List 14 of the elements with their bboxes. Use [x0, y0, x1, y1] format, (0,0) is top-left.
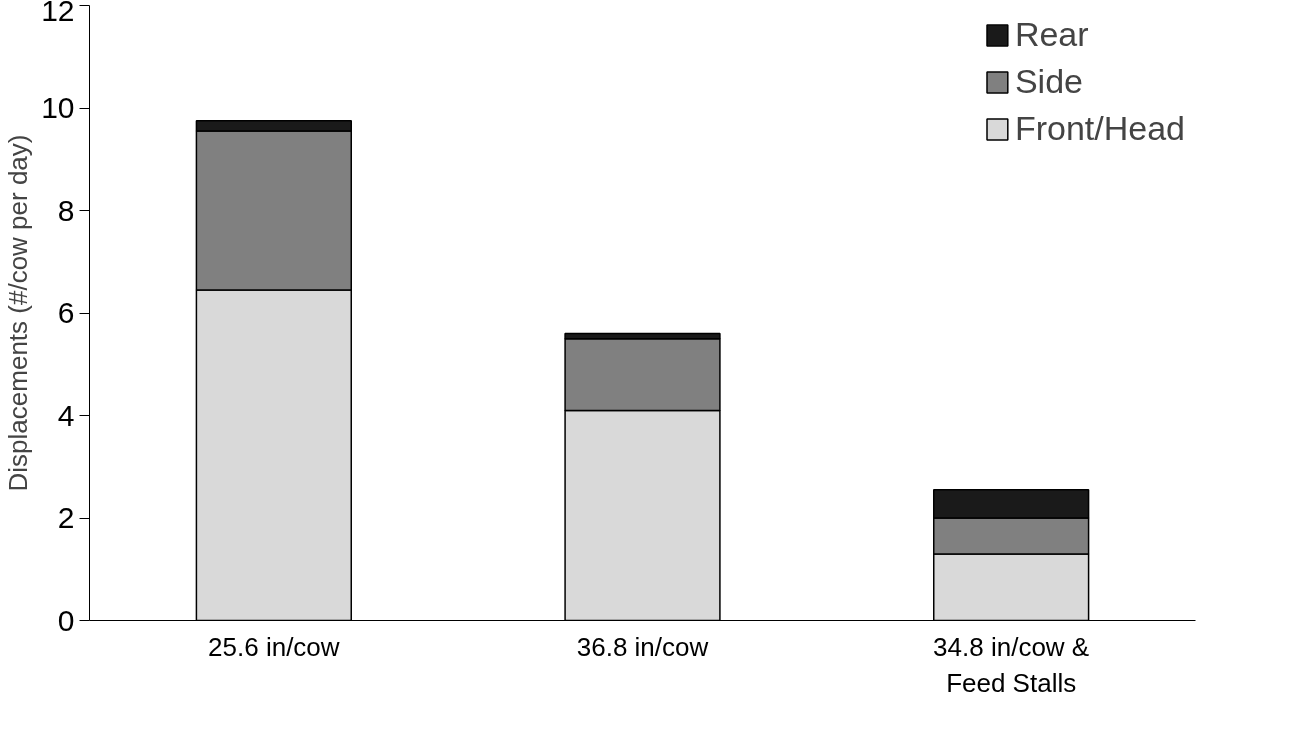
y-tick-label: 4 [57, 398, 75, 432]
x-tick-label: 36.8 in/cow [576, 631, 709, 662]
y-tick-label: 6 [57, 296, 75, 329]
legend-label: Front/Head [1014, 109, 1185, 148]
x-tick-label: 34.8 in/cow & Feed Stalls [933, 631, 1090, 698]
y-tick-label: 0 [57, 603, 75, 637]
x-tick-label: 25.6 in/cow [208, 631, 340, 662]
legend-label: Rear [1014, 15, 1089, 54]
legend-label: Side [1014, 62, 1083, 101]
y-tick-label: 10 [41, 91, 75, 124]
y-tick-label: 8 [57, 193, 75, 227]
y-tick-label: 12 [41, 0, 75, 27]
y-tick-label: 2 [57, 501, 75, 534]
y-axis-title: Displacements (#/cow per day) [3, 134, 34, 492]
